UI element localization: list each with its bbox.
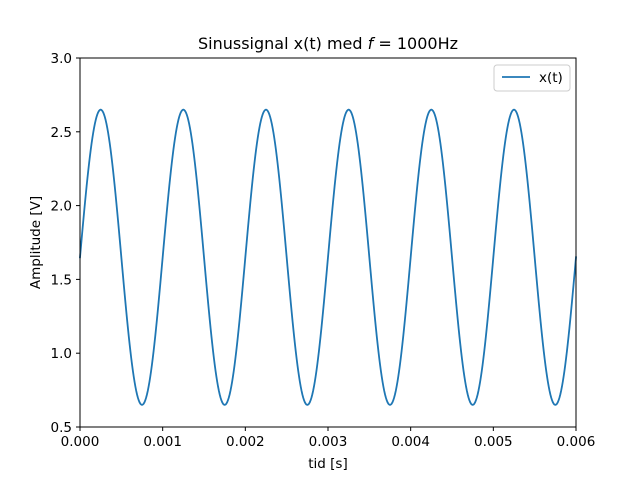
x-tick-label: 0.000	[61, 434, 100, 450]
x-axis-ticks: 0.000 0.001 0.002 0.003 0.004 0.005 0.006	[61, 427, 596, 450]
legend-label-x-t: x(t)	[539, 70, 563, 86]
y-tick-label: 1.5	[51, 272, 72, 288]
x-tick-label: 0.004	[391, 434, 430, 450]
plot-frame	[79, 57, 577, 428]
x-tick-label: 0.006	[557, 434, 596, 450]
y-axis-ticks: 0.5 1.0 1.5 2.0 2.5 3.0	[51, 51, 80, 436]
x-tick-label: 0.001	[143, 434, 182, 450]
y-tick-label: 3.0	[51, 51, 72, 67]
x-tick-label: 0.002	[226, 434, 265, 450]
plot-background	[80, 58, 576, 427]
x-axis-label: tid [s]	[308, 456, 347, 472]
legend: x(t)	[493, 64, 571, 92]
y-tick-label: 2.0	[51, 199, 72, 215]
y-tick-label: 2.5	[51, 125, 72, 141]
x-tick-label: 0.005	[474, 434, 513, 450]
plot-area: 0.000 0.001 0.002 0.003 0.004 0.005 0.006 0.5 1…	[51, 51, 596, 450]
y-tick-label: 0.5	[51, 420, 72, 436]
legend-box	[493, 64, 571, 92]
chart-title: Sinussignal x(t) med f = 1000Hz	[198, 34, 458, 53]
x-tick-label: 0.003	[309, 434, 348, 450]
series-line-x-t	[79, 108, 577, 406]
y-tick-label: 1.0	[51, 346, 72, 362]
y-axis-label: Amplitude [V]	[28, 196, 44, 289]
